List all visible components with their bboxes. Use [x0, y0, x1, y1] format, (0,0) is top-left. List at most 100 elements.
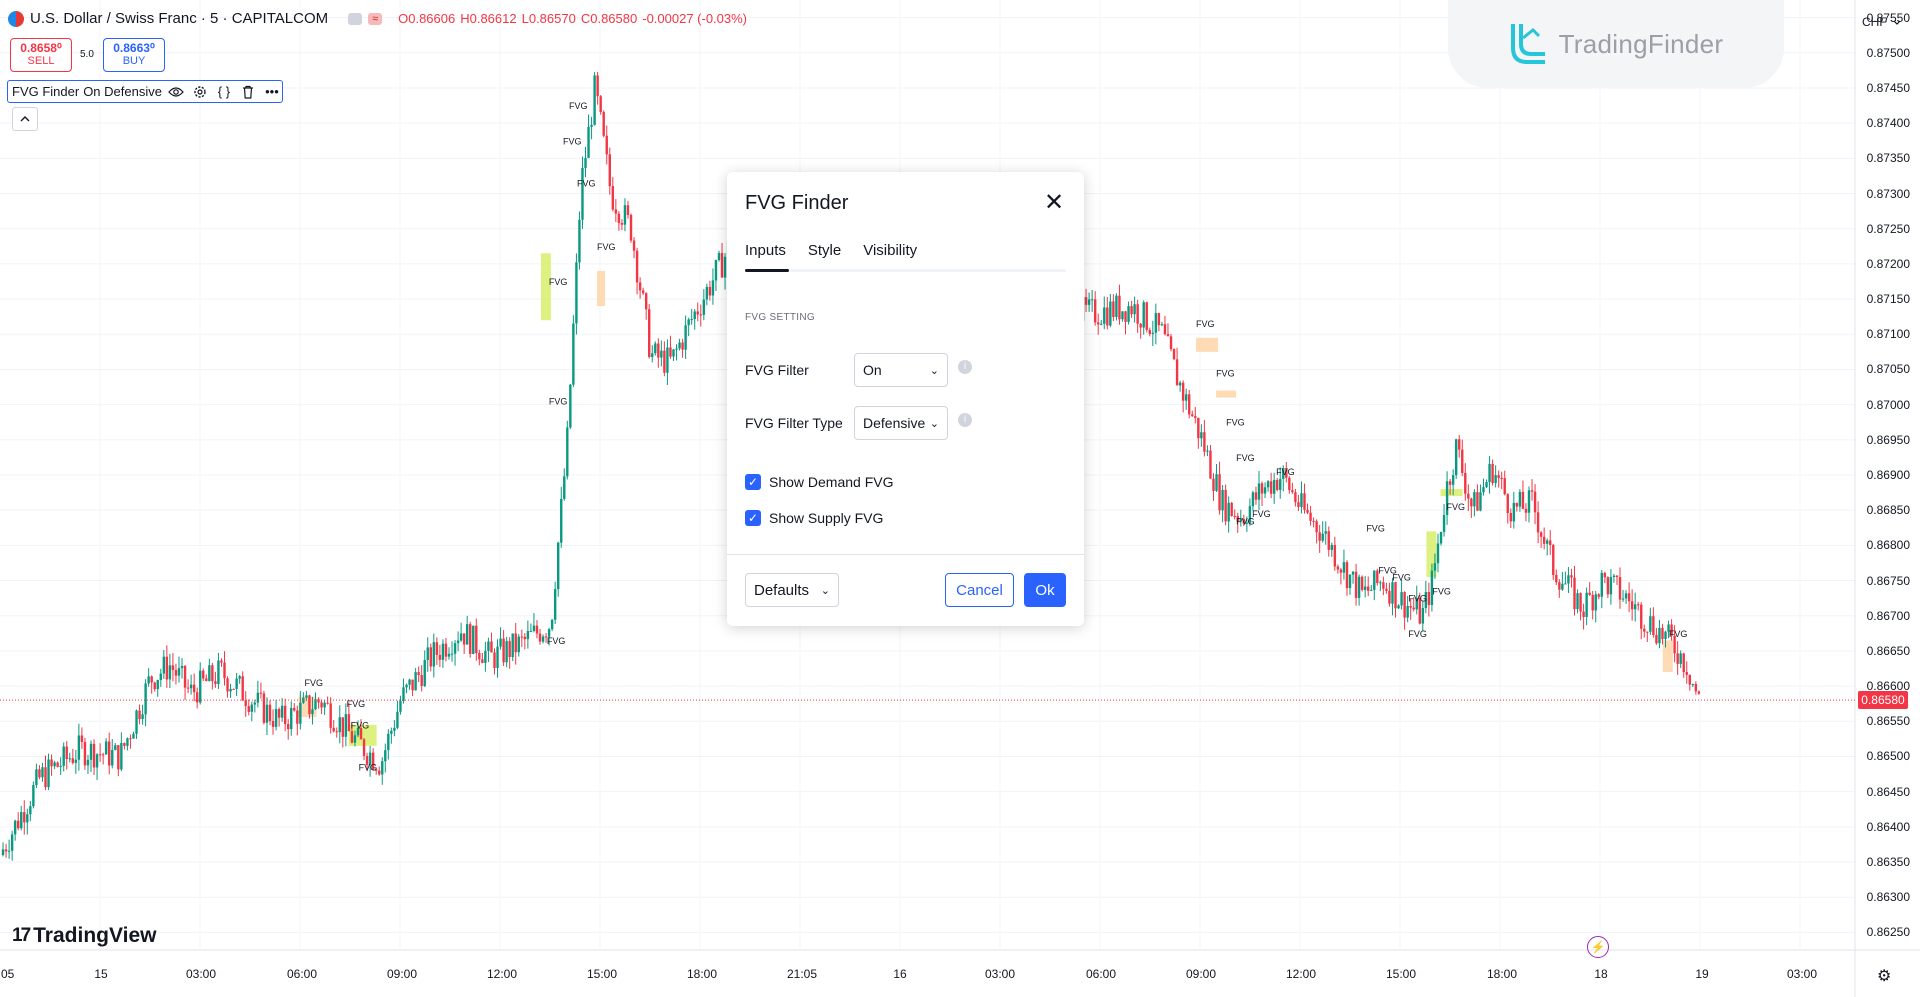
tab-visibility[interactable]: Visibility: [863, 242, 918, 259]
indicator-name[interactable]: FVG Finder: [12, 84, 80, 99]
candle-bear: [444, 643, 448, 657]
eye-icon[interactable]: [166, 83, 186, 101]
tradingview-mark-icon: 17: [12, 925, 31, 946]
candle-bear: [44, 767, 47, 788]
candle-bear: [1688, 674, 1691, 685]
candle-bear: [1606, 577, 1610, 595]
symbol-title[interactable]: U.S. Dollar / Swiss Franc · 5 · CAPITALC…: [30, 10, 329, 27]
candle-bull: [1512, 502, 1516, 522]
candle-bear: [117, 745, 120, 770]
candle-bull: [381, 761, 384, 775]
candle-bear: [1385, 588, 1388, 591]
candle-bear: [514, 633, 517, 653]
data-quality-icon[interactable]: ≈: [368, 12, 383, 25]
close-icon[interactable]: ✕: [1043, 189, 1065, 216]
cancel-button[interactable]: Cancel: [945, 573, 1014, 607]
fvg-zone-supply: [1196, 337, 1219, 352]
candle-bull: [189, 684, 193, 689]
candle-bear: [1139, 323, 1142, 328]
time-tick: 12:00: [486, 967, 518, 981]
candle-bull: [1609, 577, 1613, 595]
candle-bull: [399, 701, 402, 712]
fvg-filter-type-select[interactable]: Defensive ⌄: [854, 406, 948, 440]
candle-bear: [1191, 414, 1194, 417]
candle-bear: [696, 311, 699, 315]
candle-bear: [1188, 394, 1191, 415]
delete-icon[interactable]: [238, 83, 258, 101]
candle-bear: [1646, 631, 1649, 633]
candle-bear: [523, 636, 527, 640]
candle-bear: [1403, 592, 1406, 618]
candle-bull: [678, 342, 681, 349]
lightning-icon[interactable]: ⚡: [1587, 936, 1609, 958]
tab-style[interactable]: Style: [807, 242, 842, 259]
candle-bull: [180, 665, 184, 669]
price-tick: 0.86300: [1866, 890, 1910, 905]
show-supply-checkbox[interactable]: ✓: [745, 510, 761, 526]
ok-button[interactable]: Ok: [1024, 573, 1066, 607]
candle-bull: [426, 647, 429, 661]
price-axis[interactable]: 0.87550 0.87500 0.87450 0.87400 0.87350 0.873…: [1856, 0, 1920, 970]
collapse-legend-button[interactable]: [12, 107, 38, 131]
candle-bull: [390, 730, 393, 734]
info-icon[interactable]: i: [958, 360, 972, 374]
price-tick: 0.86700: [1866, 608, 1910, 623]
candle-bull: [120, 743, 123, 770]
candle-bull: [132, 733, 135, 739]
candle-bear: [1291, 490, 1294, 493]
indicator-legend[interactable]: FVG Finder On Defensive { } •••: [7, 80, 283, 103]
candle-bull: [1561, 583, 1564, 590]
candle-bull: [441, 643, 445, 660]
defaults-button[interactable]: Defaults ⌄: [745, 573, 839, 607]
candle-bull: [1415, 597, 1418, 610]
dialog-tabs: Inputs Style Visibility: [745, 242, 1066, 262]
source-code-icon[interactable]: { }: [217, 84, 231, 99]
candle-bear: [1285, 467, 1288, 478]
show-demand-label[interactable]: Show Demand FVG: [769, 474, 894, 490]
buy-button[interactable]: 0.8663⁰ BUY: [103, 38, 165, 72]
candle-bull: [274, 709, 278, 727]
more-icon[interactable]: •••: [265, 84, 279, 99]
time-tick: 12:00: [1285, 967, 1317, 981]
show-demand-checkbox[interactable]: ✓: [745, 474, 761, 490]
currency-label: CHF: [1862, 15, 1887, 29]
candle-bear: [347, 714, 351, 732]
candle-bear: [602, 112, 605, 136]
tab-track: [745, 269, 1066, 272]
info-icon[interactable]: i: [958, 413, 972, 427]
fvg-label: FVG: [1432, 587, 1451, 597]
show-supply-label[interactable]: Show Supply FVG: [769, 510, 884, 526]
market-status-icon[interactable]: [348, 12, 363, 25]
candle-bull: [402, 687, 405, 702]
candle-bear: [1655, 634, 1658, 644]
candle-bull: [472, 625, 475, 654]
candle-bear: [605, 135, 608, 155]
candle-bear: [1582, 611, 1585, 617]
fvg-filter-select[interactable]: On ⌄: [854, 353, 948, 387]
fvg-label: FVG: [1378, 566, 1397, 576]
candle-bull: [666, 347, 669, 373]
candle-bull: [714, 260, 718, 281]
candle-bull: [1103, 307, 1106, 324]
chart-settings-gear-icon[interactable]: ⚙: [1877, 968, 1892, 985]
candle-bull: [1342, 562, 1346, 573]
candle-bull: [217, 660, 220, 684]
candle-bear: [186, 687, 190, 689]
tradingfinder-brand: TradingFinder: [1558, 28, 1724, 59]
candle-bear: [626, 205, 630, 215]
price-tick: 0.86600: [1866, 679, 1910, 694]
tab-inputs[interactable]: Inputs: [745, 242, 786, 259]
candle-bear: [153, 682, 156, 690]
candle-bull: [1206, 450, 1209, 452]
sell-button[interactable]: 0.8658⁰ SELL: [10, 38, 72, 72]
currency-selector[interactable]: CHF: [1862, 11, 1906, 33]
candle-bear: [1409, 605, 1412, 608]
candle-bear: [378, 770, 381, 775]
candle-bear: [644, 293, 648, 310]
candle-bear: [1327, 531, 1330, 550]
candle-bull: [1357, 576, 1361, 598]
candle-bear: [1676, 653, 1679, 664]
settings-icon[interactable]: [190, 83, 210, 101]
candle-bull: [1600, 572, 1604, 597]
tradingview-logo[interactable]: 17 TradingView: [12, 924, 156, 948]
